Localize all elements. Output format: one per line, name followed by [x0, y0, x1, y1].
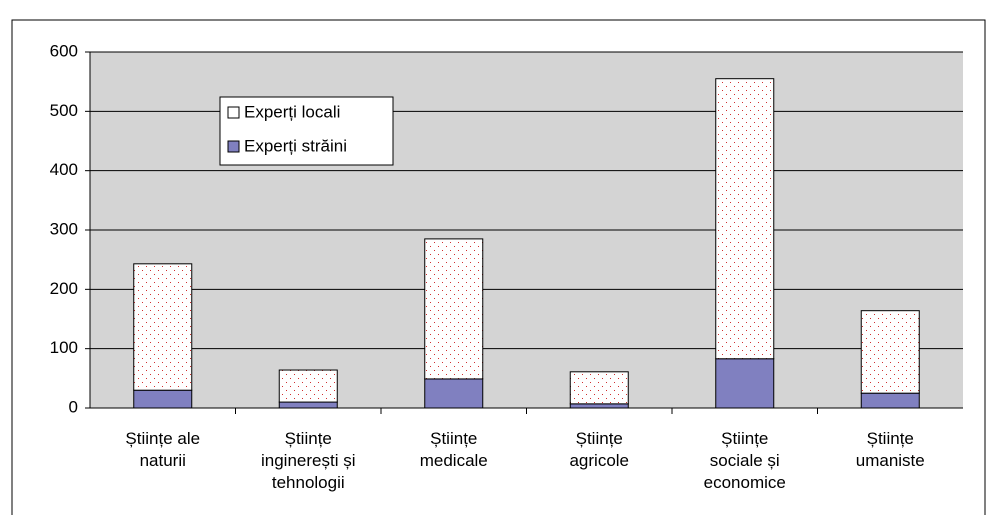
bar-segment	[424, 238, 484, 380]
x-tick-label: Științe umaniste	[856, 429, 925, 470]
legend-label: Experți străini	[244, 136, 347, 155]
bar-segment	[715, 358, 775, 409]
bar-segment	[569, 371, 629, 405]
y-tick-label: 400	[50, 160, 78, 179]
bar-segment	[860, 310, 920, 394]
legend-label: Experți locali	[244, 102, 340, 121]
y-tick-label: 100	[50, 338, 78, 357]
legend-swatch	[227, 106, 240, 119]
y-tick-label: 200	[50, 279, 78, 298]
bar-segment	[278, 369, 338, 403]
bar-segment	[715, 78, 775, 360]
bar-segment	[569, 403, 629, 409]
bar-segment	[860, 392, 920, 409]
x-tick-label: Științe medicale	[420, 429, 488, 470]
legend-swatch	[227, 140, 240, 153]
bar-segment	[133, 263, 193, 391]
y-tick-label: 300	[50, 219, 78, 238]
bar-segment	[424, 378, 484, 409]
y-tick-label: 500	[50, 101, 78, 120]
x-tick-label: Științe agricole	[569, 429, 629, 470]
x-tick-label: Științe ale naturii	[125, 429, 200, 470]
legend-box	[219, 96, 394, 166]
y-tick-label: 0	[69, 397, 78, 416]
x-tick-label: Științe sociale și economice	[704, 429, 786, 492]
bar-segment	[278, 401, 338, 409]
bar-segment	[133, 389, 193, 409]
y-tick-label: 600	[50, 41, 78, 60]
x-tick-label: Științe inginerești și tehnologii	[261, 429, 356, 492]
